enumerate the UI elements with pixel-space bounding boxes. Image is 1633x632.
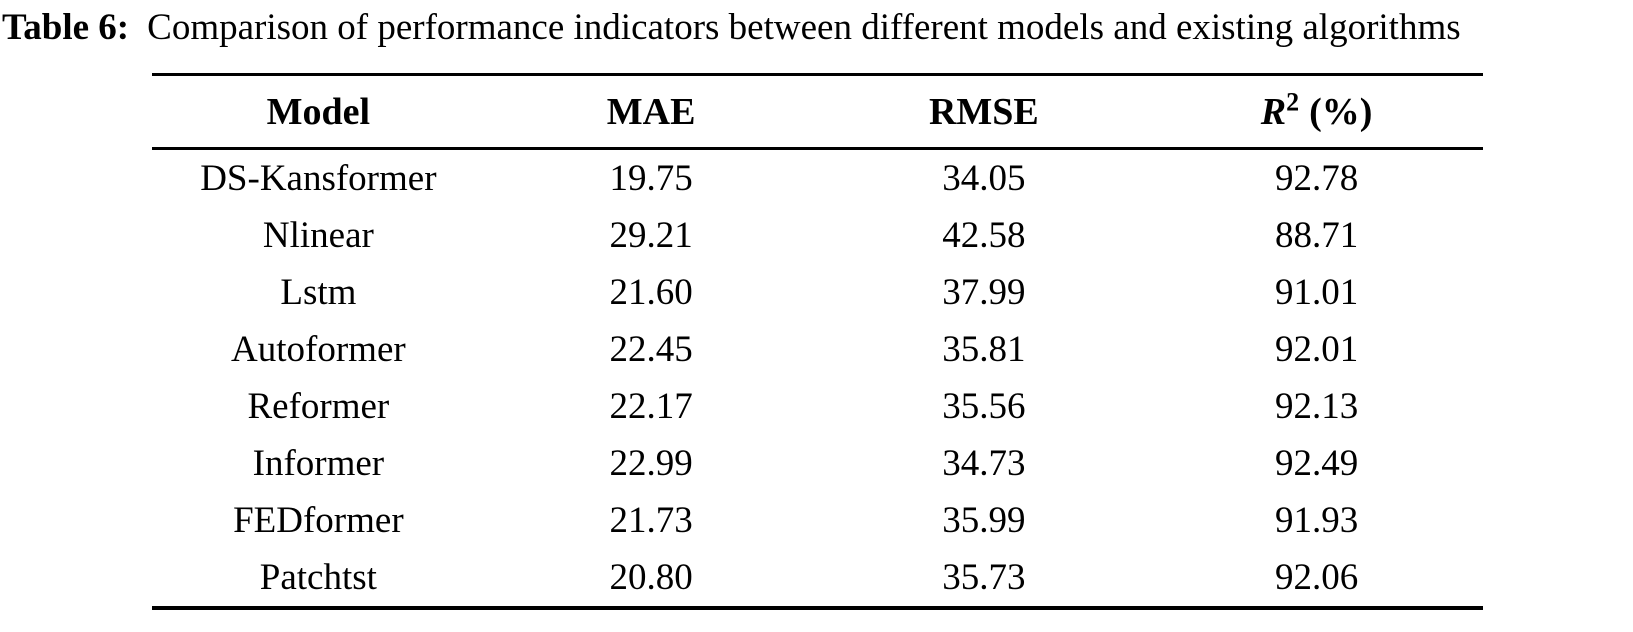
table-row: FEDformer 21.73 35.99 91.93 (152, 492, 1483, 549)
column-header-model: Model (266, 90, 371, 133)
cell-mae: 19.75 (609, 158, 693, 199)
cell-rmse: 34.73 (942, 443, 1026, 484)
cell-r2: 91.93 (1275, 500, 1359, 541)
cell-rmse: 34.05 (942, 158, 1026, 199)
cell-r2: 92.13 (1275, 386, 1359, 427)
cell-rmse: 37.99 (942, 272, 1026, 313)
cell-model: Nlinear (262, 215, 374, 256)
cell-rmse: 35.73 (942, 557, 1026, 598)
cell-mae: 21.60 (609, 272, 693, 313)
cell-mae: 29.21 (609, 215, 693, 256)
cell-r2: 92.01 (1275, 329, 1359, 370)
table-caption-label: Table 6: (2, 7, 130, 48)
table-row: Patchtst 20.80 35.73 92.06 (152, 549, 1483, 606)
table-row: DS-Kansformer 19.75 34.05 92.78 (152, 150, 1483, 207)
cell-r2: 92.49 (1275, 443, 1359, 484)
cell-mae: 22.45 (609, 329, 693, 370)
table-body: DS-Kansformer 19.75 34.05 92.78 Nlinear … (152, 150, 1483, 606)
cell-model: DS-Kansformer (200, 158, 437, 199)
cell-r2: 91.01 (1275, 272, 1359, 313)
r2-unit-label: (%) (1309, 90, 1373, 133)
cell-r2: 92.78 (1275, 158, 1359, 199)
table-bottom-rule (152, 606, 1483, 610)
cell-r2: 88.71 (1275, 215, 1359, 256)
cell-model: Lstm (280, 272, 357, 313)
table-row: Lstm 21.60 37.99 91.01 (152, 264, 1483, 321)
column-header-rmse: RMSE (928, 90, 1039, 133)
table-row: Autoformer 22.45 35.81 92.01 (152, 321, 1483, 378)
r2-symbol: R (1260, 90, 1287, 133)
cell-mae: 22.17 (609, 386, 693, 427)
r2-superscript: 2 (1286, 86, 1300, 116)
table-caption-text: Comparison of performance indicators bet… (147, 7, 1461, 48)
table-top-rule (152, 73, 1483, 76)
cell-model: Informer (252, 443, 385, 484)
performance-table: Model MAE RMSE R2 (%) DS-Kansformer 19.75… (152, 73, 1483, 610)
cell-model: Patchtst (259, 557, 377, 598)
table-caption: Table 6: Comparison of performance indica… (2, 2, 1633, 54)
cell-mae: 22.99 (609, 443, 693, 484)
cell-model: Autoformer (231, 329, 406, 370)
column-header-r2: R2 (%) (1150, 86, 1483, 134)
cell-r2: 92.06 (1275, 557, 1359, 598)
cell-rmse: 42.58 (942, 215, 1026, 256)
table-header-row: Model MAE RMSE R2 (%) (152, 76, 1483, 147)
cell-mae: 21.73 (609, 500, 693, 541)
cell-rmse: 35.56 (942, 386, 1026, 427)
table-header-rule (152, 147, 1483, 150)
cell-mae: 20.80 (609, 557, 693, 598)
table-row: Nlinear 29.21 42.58 88.71 (152, 207, 1483, 264)
table-row: Reformer 22.17 35.56 92.13 (152, 378, 1483, 435)
column-header-mae: MAE (606, 90, 696, 133)
cell-model: FEDformer (233, 500, 404, 541)
table-row: Informer 22.99 34.73 92.49 (152, 435, 1483, 492)
cell-rmse: 35.81 (942, 329, 1026, 370)
cell-model: Reformer (247, 386, 390, 427)
cell-rmse: 35.99 (942, 500, 1026, 541)
